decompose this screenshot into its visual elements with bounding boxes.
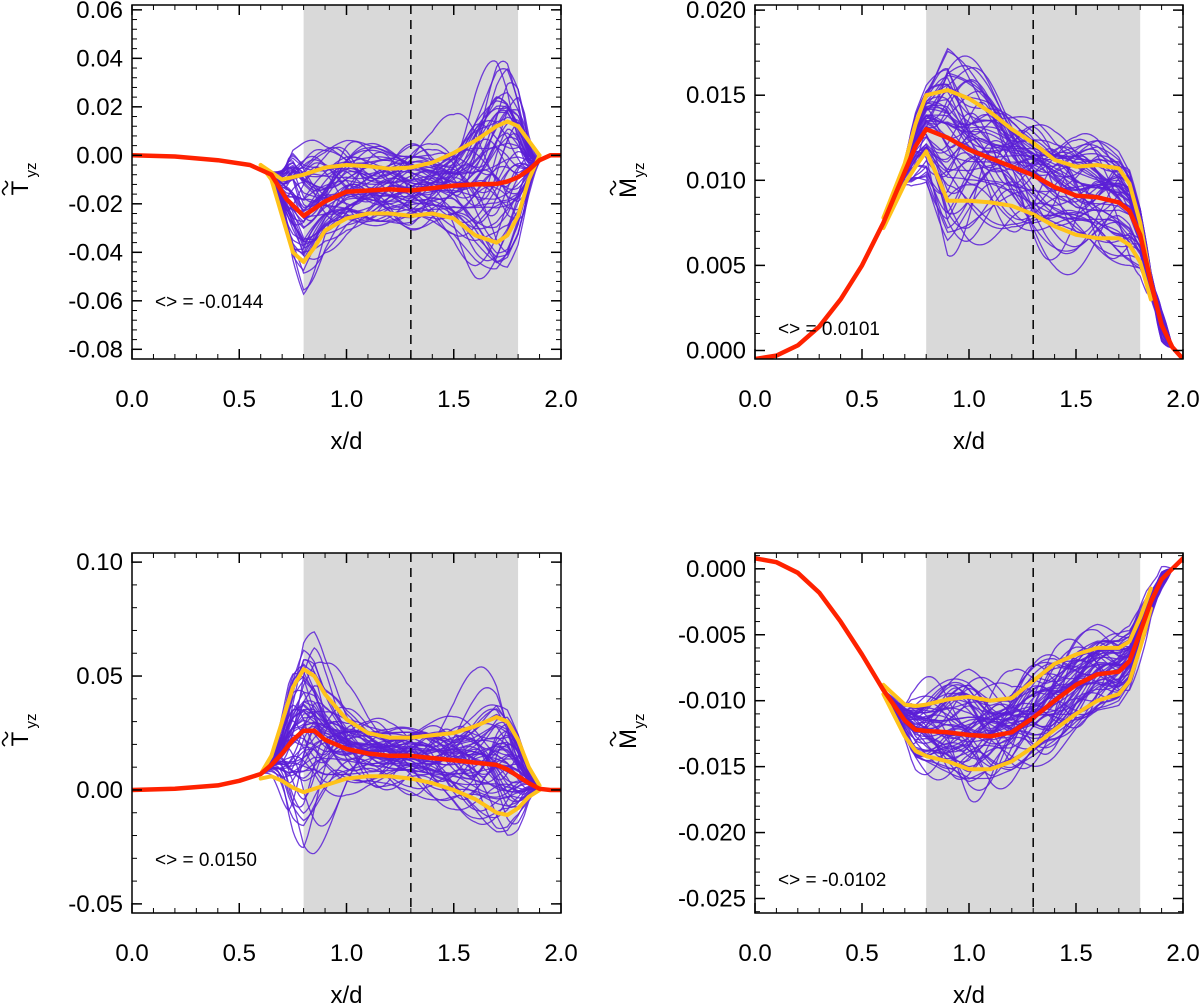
- upper-band-line: [258, 119, 542, 182]
- mean-line: [755, 126, 1183, 359]
- y-axis-label-main: T: [7, 731, 34, 746]
- lower-band-line: [258, 774, 542, 817]
- x-tick-label: 0.5: [845, 386, 878, 413]
- y-axis-label-sub: yz: [23, 163, 40, 178]
- lower-band-line: [258, 153, 542, 264]
- chart-panel-bottom-left: 0.0 0.5 1.0 1.5 2.0 x/d 0.10 0.05 0.00 -0.05 Tyz <>…: [1, 549, 578, 1007]
- x-tick-label: 1.0: [952, 386, 985, 413]
- mean-annotation: <> = 0.0150: [155, 850, 257, 871]
- y-tick-label: -0.04: [68, 239, 123, 266]
- y-tick-label: 0.000: [686, 556, 746, 583]
- upper-band-line: [881, 88, 1153, 285]
- y-tick-label: -0.02: [68, 191, 123, 218]
- x-tick-label: 1.5: [437, 940, 470, 967]
- x-tick-label: 0.5: [223, 386, 256, 413]
- y-tick-label: 0.015: [686, 82, 746, 109]
- x-axis-label: x/d: [330, 982, 362, 1007]
- chart-panel-bottom-right: 0.0 0.5 1.0 1.5 2.0 x/d 0.000 -0.005 -0.010 -0.01…: [609, 552, 1200, 1007]
- chart-panel-top-left: 0.0 0.5 1.0 1.5 2.0 x/d 0.06 0.04 0.02 0.00 -0.02 -…: [1, 0, 578, 455]
- mean-line: [755, 556, 1183, 739]
- x-tick-label: 1.0: [952, 940, 985, 967]
- mean-annotation: <> = -0.0102: [778, 870, 886, 891]
- x-tick-label: 1.5: [1059, 386, 1092, 413]
- y-axis-label-main: M: [615, 178, 642, 198]
- upper-band-line: [258, 667, 542, 788]
- y-tick-label: 0.005: [686, 252, 746, 279]
- lower-band-line: [881, 606, 1153, 772]
- plot-area: [132, 631, 561, 855]
- x-tick-label: 2.0: [1166, 940, 1199, 967]
- y-axis-label: Myz: [609, 163, 648, 198]
- plot-area: [755, 556, 1183, 803]
- y-axis-label-tilde: [609, 731, 617, 747]
- x-tick-label: 2.0: [544, 940, 577, 967]
- x-tick-label: 0.0: [115, 940, 148, 967]
- x-tick-label: 2.0: [1166, 386, 1199, 413]
- y-tick-label: -0.010: [678, 688, 746, 715]
- mean-annotation: <> = -0.0144: [155, 292, 264, 313]
- y-axis-label: Tyz: [1, 163, 40, 196]
- chart-panel-top-right: 0.0 0.5 1.0 1.5 2.0 x/d 0.020 0.015 0.010 0.005 0.…: [609, 0, 1200, 455]
- x-tick-label: 0.0: [115, 386, 148, 413]
- y-tick-label: -0.015: [678, 754, 746, 781]
- x-axis-label: x/d: [953, 982, 985, 1007]
- plot-area: [132, 60, 561, 296]
- x-tick-label: 0.0: [738, 386, 771, 413]
- y-axis-label-sub: yz: [631, 163, 648, 178]
- y-axis-label-sub: yz: [23, 714, 40, 729]
- x-tick-label: 0.5: [845, 940, 878, 967]
- y-tick-label: -0.06: [68, 288, 123, 315]
- y-tick-label: 0.10: [76, 549, 123, 576]
- y-tick-label: 0.00: [76, 142, 123, 169]
- y-tick-label: 0.05: [76, 663, 123, 690]
- y-tick-label: 0.02: [76, 94, 123, 121]
- y-axis-label-sub: yz: [631, 714, 648, 729]
- mean-line: [132, 153, 561, 219]
- y-axis-label: Tyz: [1, 714, 40, 747]
- y-axis-label-tilde: [1, 180, 9, 196]
- x-tick-label: 1.5: [437, 386, 470, 413]
- y-tick-label: 0.04: [76, 45, 123, 72]
- x-tick-label: 1.5: [1059, 940, 1092, 967]
- x-tick-label: 0.0: [738, 940, 771, 967]
- plot-area: [755, 47, 1183, 359]
- y-tick-label: 0.06: [76, 0, 123, 24]
- x-tick-label: 1.0: [330, 940, 363, 967]
- y-axis-label: Myz: [609, 714, 648, 749]
- x-axis-label: x/d: [953, 428, 985, 455]
- y-axis-label-tilde: [1, 731, 9, 747]
- x-axis-label: x/d: [330, 428, 362, 455]
- y-tick-label: -0.08: [68, 336, 123, 363]
- y-tick-label: -0.05: [68, 891, 123, 918]
- y-tick-label: -0.025: [678, 885, 746, 912]
- y-tick-label: 0.000: [686, 337, 746, 364]
- y-tick-label: 0.010: [686, 167, 746, 194]
- mean-annotation: <> = 0.0101: [778, 319, 880, 340]
- y-tick-label: -0.005: [678, 622, 746, 649]
- y-tick-label: 0.020: [686, 0, 746, 24]
- y-tick-label: 0.00: [76, 777, 123, 804]
- ensemble-lines: [755, 557, 1183, 803]
- y-axis-label-main: M: [615, 729, 642, 749]
- y-axis-label-main: T: [7, 180, 34, 195]
- lower-band-line: [881, 149, 1153, 302]
- x-tick-label: 1.0: [330, 386, 363, 413]
- x-tick-label: 2.0: [544, 386, 577, 413]
- x-tick-label: 0.5: [223, 940, 256, 967]
- y-tick-label: -0.020: [678, 820, 746, 847]
- upper-band-line: [881, 586, 1153, 708]
- mean-line: [132, 728, 561, 793]
- y-axis-label-tilde: [609, 180, 617, 196]
